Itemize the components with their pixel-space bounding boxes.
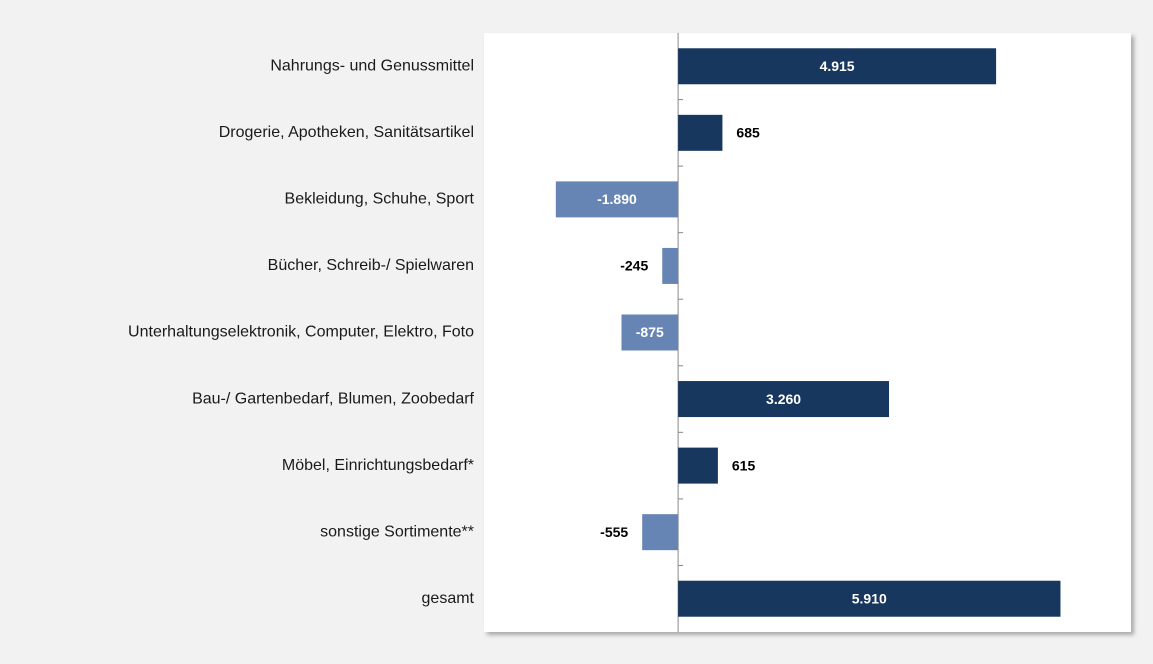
data-label: 3.260 [766,391,801,407]
plot-area [484,33,1131,632]
bar [642,514,679,551]
category-label: Unterhaltungselektronik, Computer, Elekt… [128,324,474,341]
category-label: Möbel, Einrichtungsbedarf* [282,457,474,474]
bar [678,48,997,85]
category-label: Bekleidung, Schuhe, Sport [285,191,475,208]
category-label: Nahrungs- und Genussmittel [270,57,474,74]
category-label: sonstige Sortimente** [320,523,474,540]
bar [678,580,1061,617]
bar [678,447,718,484]
category-label: Drogerie, Apotheken, Sanitätsartikel [219,124,474,141]
data-label: 615 [732,457,756,473]
data-label: 685 [736,125,760,141]
data-label: -555 [600,524,628,540]
bar [555,181,679,218]
category-label: gesamt [422,590,475,607]
bar [678,381,890,418]
category-label: Bau-/ Gartenbedarf, Blumen, Zoobedarf [192,390,474,407]
bar [678,114,723,151]
data-label: 4.915 [820,58,855,74]
data-label: -1.890 [597,191,637,207]
category-label: Bücher, Schreib-/ Spielwaren [268,257,474,274]
bar [662,247,679,284]
data-label: -245 [620,258,648,274]
data-label: 5.910 [852,590,887,606]
data-label: -875 [636,324,664,340]
bar [621,314,679,351]
